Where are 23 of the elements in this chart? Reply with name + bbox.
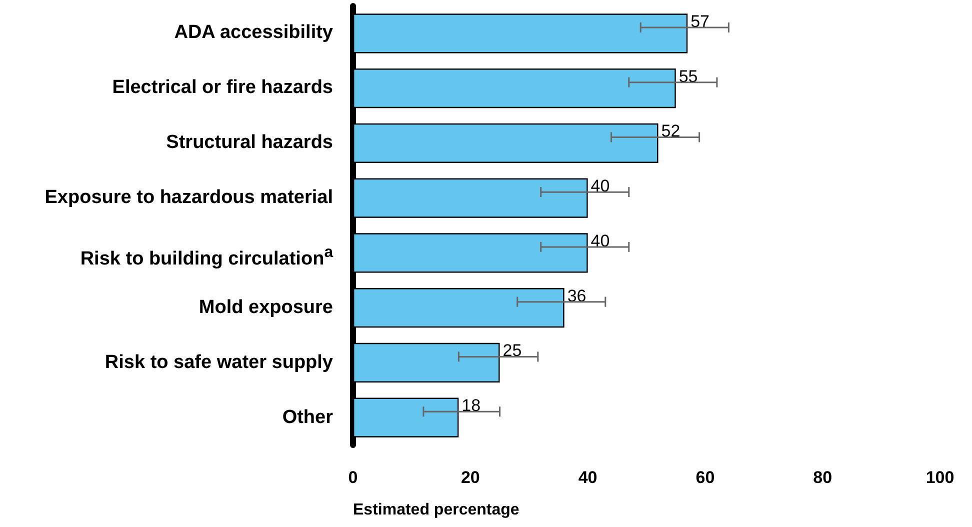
x-tick-label: 100 [926, 468, 954, 487]
x-tick-label: 40 [578, 468, 598, 487]
x-tick-label: 60 [696, 468, 715, 487]
y-tick-label: Structural hazards [166, 131, 333, 156]
data-label: 52 [661, 122, 680, 141]
data-label: 18 [462, 396, 481, 416]
y-tick-label: Risk to safe water supply [104, 350, 333, 375]
data-label: 57 [690, 12, 710, 31]
data-label: 55 [678, 66, 698, 86]
x-tick-label: 20 [460, 468, 480, 487]
y-tick-label: Other [282, 406, 333, 430]
x-tick-label: 80 [813, 468, 832, 487]
y-tick-label: Risk to building circulation$^{a}$ [80, 242, 333, 272]
x-axis-title: Estimated percentage [353, 502, 520, 518]
data-label: 40 [590, 176, 610, 196]
data-label: 36 [567, 286, 586, 306]
y-tick-label: Electrical or fire hazards [112, 76, 333, 100]
y-tick-label: Mold exposure [198, 296, 333, 320]
x-tick-label: 0 [348, 468, 358, 487]
data-label: 40 [590, 231, 610, 250]
data-label: 25 [502, 341, 522, 360]
y-tick-label: ADA accessibility [174, 21, 333, 46]
y-tick-label: Exposure to hazardous material [44, 186, 333, 210]
